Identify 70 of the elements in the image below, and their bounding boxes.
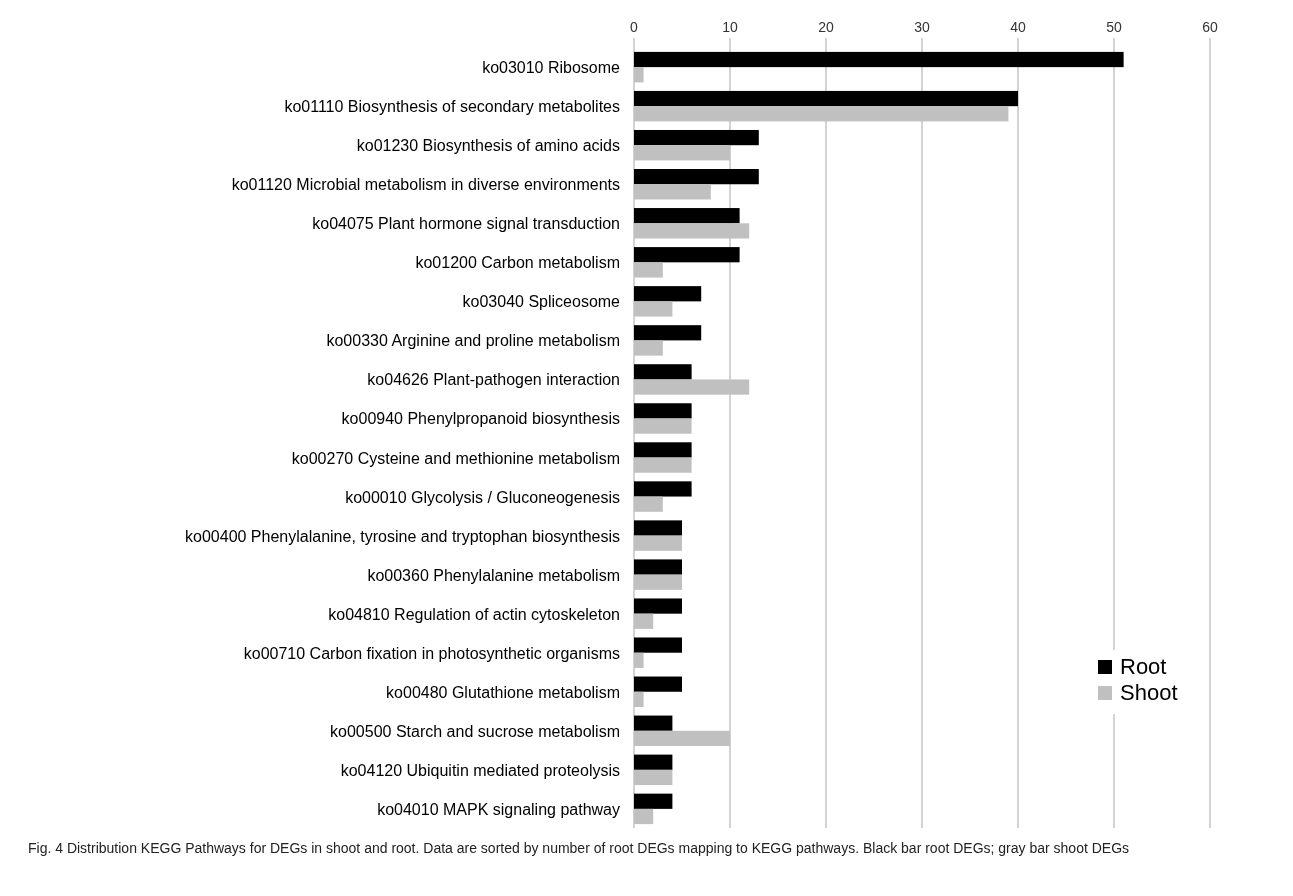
x-tick-label: 30 bbox=[914, 19, 930, 35]
bar bbox=[634, 574, 682, 590]
x-tick-label: 10 bbox=[722, 19, 738, 35]
y-tick-label: ko03040 Spliceosome bbox=[462, 293, 621, 311]
y-tick-label: ko00330 Arginine and proline metabolism bbox=[326, 332, 620, 350]
y-tick-label: ko00500 Starch and sucrose metabolism bbox=[330, 722, 620, 740]
legend-label: Shoot bbox=[1120, 680, 1178, 705]
bar bbox=[634, 481, 692, 497]
bar bbox=[634, 169, 759, 185]
y-tick-label: ko00480 Glutathione metabolism bbox=[386, 683, 620, 701]
bar bbox=[634, 598, 682, 614]
bar bbox=[634, 613, 654, 629]
y-tick-label: ko00400 Phenylalanine, tyrosine and tryptophan biosynthesis bbox=[185, 527, 620, 545]
legend-label: Root bbox=[1120, 654, 1167, 679]
bar bbox=[634, 67, 644, 83]
bar bbox=[634, 379, 750, 395]
bar bbox=[634, 301, 673, 317]
bar bbox=[634, 403, 692, 419]
bar bbox=[634, 808, 654, 825]
y-tick-label: ko01110 Biosynthesis of secondary metabolites bbox=[284, 98, 620, 116]
y-tick-label: ko00710 Carbon fixation in photosynthetic organisms bbox=[243, 644, 620, 662]
bar bbox=[634, 51, 1124, 68]
y-tick-label: ko01230 Biosynthesis of amino acids bbox=[356, 137, 620, 155]
bar bbox=[634, 691, 644, 707]
bar bbox=[634, 676, 682, 692]
bar bbox=[634, 247, 740, 263]
bar bbox=[634, 129, 759, 146]
y-tick-label: ko01120 Microbial metabolism in diverse environments bbox=[231, 176, 620, 194]
y-tick-label: ko00360 Phenylalanine metabolism bbox=[367, 566, 620, 584]
bar bbox=[634, 418, 692, 434]
y-tick-label: ko04810 Regulation of actin cytoskeleton bbox=[328, 605, 620, 623]
bar bbox=[634, 715, 673, 731]
bar bbox=[634, 223, 750, 239]
y-tick-label: ko00270 Cysteine and methionine metabolism bbox=[291, 449, 620, 467]
y-tick-label: ko00010 Glycolysis / Gluconeogenesis bbox=[345, 488, 620, 506]
bar bbox=[634, 106, 1009, 122]
bar bbox=[634, 559, 682, 575]
bar bbox=[634, 442, 692, 458]
x-tick-label: 40 bbox=[1010, 19, 1026, 35]
bar bbox=[634, 364, 692, 380]
bar bbox=[634, 340, 663, 356]
bar bbox=[634, 520, 682, 536]
bar bbox=[634, 535, 682, 551]
bar bbox=[634, 286, 702, 302]
y-tick-label: ko04075 Plant hormone signal transduction bbox=[312, 215, 620, 233]
bar bbox=[634, 90, 1018, 107]
bar bbox=[634, 262, 663, 278]
x-tick-label: 20 bbox=[818, 19, 834, 35]
caption: Fig. 4 Distribution KEGG Pathways for DEGs in shoot and root. Data are sorted by number of root DEGs mapping to KEGG pathways. Black bar root DEGs; gray bar shoot DEGs bbox=[28, 840, 1130, 856]
x-tick-label: 50 bbox=[1106, 19, 1122, 35]
bar bbox=[634, 793, 673, 809]
y-tick-label: ko00940 Phenylpropanoid biosynthesis bbox=[341, 410, 620, 428]
y-tick-label: ko01200 Carbon metabolism bbox=[415, 254, 620, 272]
y-tick-label: ko04626 Plant-pathogen interaction bbox=[367, 371, 620, 389]
bar bbox=[634, 184, 711, 200]
bar bbox=[634, 754, 673, 770]
bar bbox=[634, 208, 740, 224]
bar bbox=[634, 325, 702, 341]
bar bbox=[634, 730, 730, 747]
x-tick-label: 60 bbox=[1202, 19, 1218, 35]
bar bbox=[634, 496, 663, 512]
x-tick-label: 0 bbox=[630, 19, 639, 35]
bar bbox=[634, 652, 644, 668]
bar bbox=[634, 145, 730, 161]
y-tick-label: ko04120 Ubiquitin mediated proteolysis bbox=[340, 761, 620, 779]
y-tick-label: ko04010 MAPK signaling pathway bbox=[377, 800, 620, 818]
y-tick-label: ko03010 Ribosome bbox=[482, 59, 621, 77]
bar bbox=[634, 637, 682, 653]
bar bbox=[634, 457, 692, 473]
bar bbox=[634, 769, 673, 786]
